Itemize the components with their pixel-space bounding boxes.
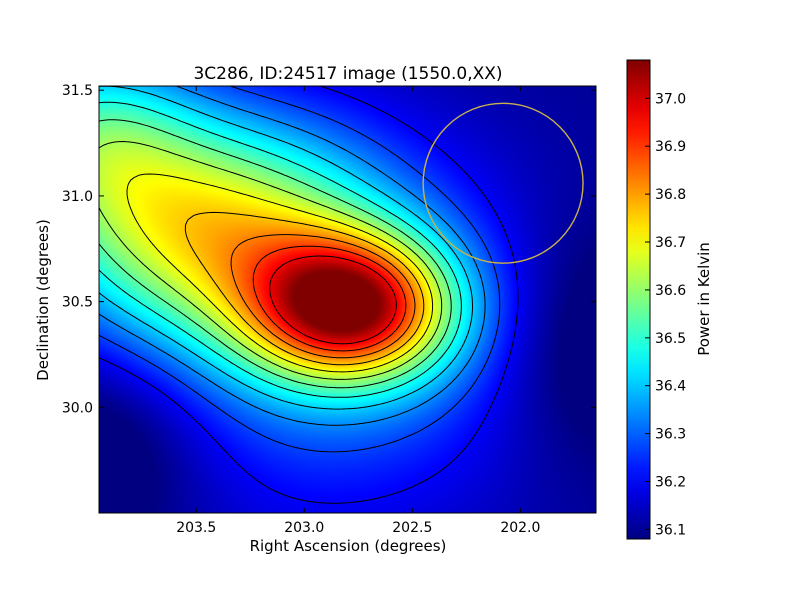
y-axis-ticks: 30.0 30.5 31.0 31.5: [62, 83, 596, 416]
contour-level-4: [99, 101, 462, 398]
heatmap-plot: [98, 85, 597, 514]
colorbar-label: Power in Kelvin: [695, 242, 713, 356]
chart-title: 3C286, ID:24517 image (1550.0,XX): [193, 64, 502, 84]
colorbar-tick-label: 36.3: [655, 427, 686, 443]
contour-level-11: [269, 255, 397, 345]
colorbar-tick-label: 36.2: [655, 475, 686, 491]
colorbar-gradient: [626, 59, 651, 540]
beam-circle: [422, 102, 584, 264]
y-axis-label: Declination (degrees): [34, 219, 52, 381]
colorbar-tick-label: 36.6: [655, 283, 686, 299]
x-tick-label: 203.5: [176, 520, 216, 536]
contour-level-8: [184, 211, 425, 366]
x-axis-ticks: 203.5 203.0 202.5 202.0: [176, 86, 540, 536]
y-tick-label: 31.0: [62, 189, 93, 205]
colorbar-tick-label: 36.9: [655, 139, 686, 155]
contour-level-5: [99, 119, 452, 389]
colorbar-tick-label: 36.7: [655, 235, 686, 251]
y-tick-label: 30.0: [62, 400, 93, 416]
colorbar-tick-label: 36.5: [655, 331, 686, 347]
colorbar-tick-label: 36.1: [655, 522, 686, 538]
x-tick-label: 202.0: [500, 520, 540, 536]
contour-level-6: [99, 141, 443, 380]
colorbar-tick-label: 36.8: [655, 187, 686, 203]
x-tick-label: 203.0: [284, 520, 324, 536]
y-tick-label: 31.5: [62, 83, 93, 99]
contour-lines: [99, 86, 519, 504]
colorbar: 36.1 36.2 36.3 36.4 36.5 36.6 36.7 36.8 36.9 37.0…: [626, 59, 713, 540]
contour-level-9: [230, 234, 416, 359]
colorbar-tick-label: 37.0: [655, 91, 686, 107]
x-axis-label: Right Ascension (degrees): [250, 537, 447, 555]
y-tick-label: 30.5: [62, 295, 93, 311]
contour-level-10: [252, 245, 407, 352]
plot-frame: [98, 85, 597, 514]
contour-level-7: [126, 173, 434, 373]
colorbar-tick-label: 36.4: [655, 379, 686, 395]
x-tick-label: 202.5: [392, 520, 432, 536]
colorbar-ticks: 36.1 36.2 36.3 36.4 36.5 36.6 36.7 36.8 36.9 37.0: [645, 91, 686, 538]
heatmap-image: [99, 86, 596, 513]
